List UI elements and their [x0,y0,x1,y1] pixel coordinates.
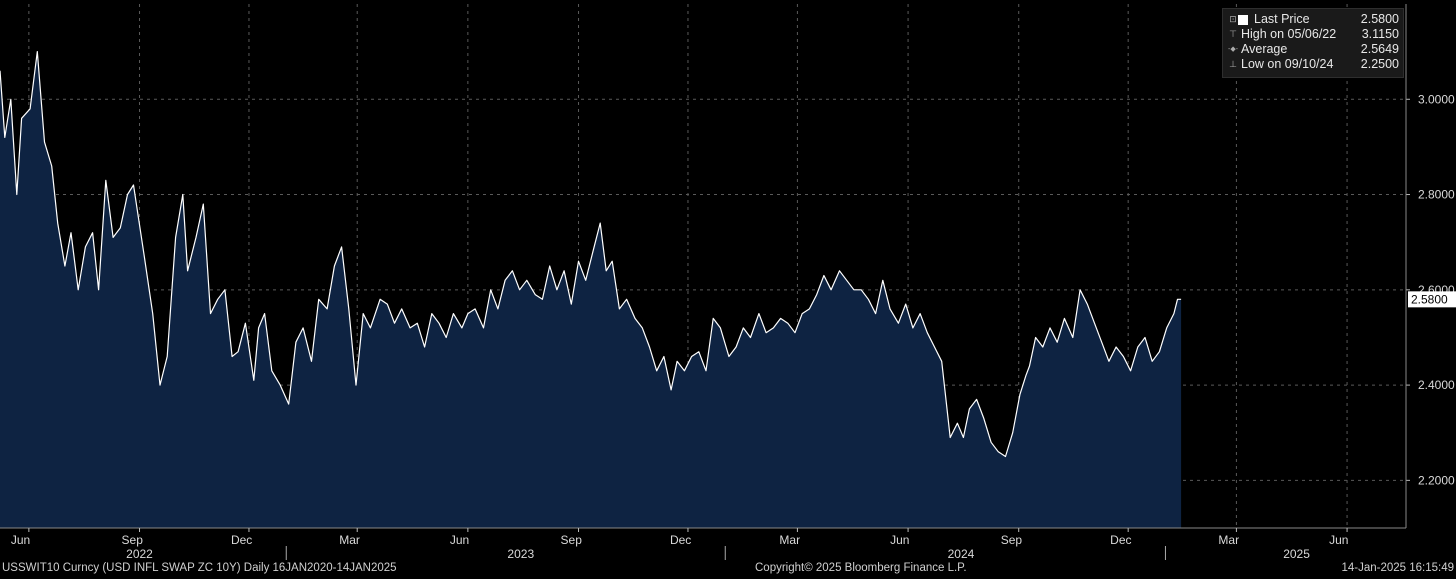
legend-value: 2.5649 [1360,42,1399,56]
y-tick-label: 2.2000 [1418,473,1455,487]
x-tick-label: Sep [122,533,144,547]
legend-label: Average [1241,42,1288,56]
low-marker-icon: ⊥ [1229,59,1237,69]
plot-area [0,51,1182,528]
y-tick-label: 2.4000 [1418,378,1455,392]
x-tick-label: Dec [1110,533,1131,547]
legend-value: 2.5800 [1360,12,1399,26]
x-tick-label: Jun [450,533,469,547]
x-tick-label: Jun [11,533,30,547]
high-marker-icon: ⊤ [1229,29,1237,39]
x-tick-label: Dec [231,533,252,547]
last-value-badge [1408,291,1456,308]
x-tick-label: Mar [339,533,360,547]
x-tick-label: Sep [561,533,583,547]
x-axis: Jun Sep Dec Mar Jun Sep Dec Mar Jun Sep Dec Mar Jun 2… [0,527,1406,561]
x-tick-label: Mar [1218,533,1239,547]
legend-box: ⊡ Last Price 2.5800 ⊤ High on 05/06/22 3… [1222,8,1404,78]
last-value-label: 2.5800 [1411,292,1448,306]
legend-label: Last Price [1254,12,1310,26]
x-year-label: 2025 [1283,547,1310,561]
legend-row-last-price: ⊡ Last Price 2.5800 [1223,12,1403,27]
x-tick-label: Jun [890,533,909,547]
x-tick-label: Mar [779,533,800,547]
y-tick-label: 3.0000 [1418,92,1455,106]
x-tick-label: Dec [670,533,691,547]
x-tick-label: Sep [1001,533,1023,547]
legend-toggle-icon[interactable]: ⊡ [1229,14,1237,24]
x-year-label: 2023 [507,547,534,561]
footer-copyright: Copyright© 2025 Bloomberg Finance L.P. [755,562,967,574]
legend-label: High on 05/06/22 [1241,27,1337,41]
x-tick-label: Jun [1329,533,1348,547]
y-tick-label: 2.8000 [1418,188,1455,202]
footer-timestamp: 14-Jan-2025 16:15:49 [1341,562,1454,574]
legend-value: 3.1150 [1361,27,1399,41]
series-area-fill [0,51,1182,528]
average-marker-icon: -◆- [1228,46,1239,53]
legend-row-high: ⊤ High on 05/06/22 3.1150 [1223,27,1403,42]
legend-value: 2.2500 [1360,57,1399,71]
footer-security-info: USSWIT10 Curncy (USD INFL SWAP ZC 10Y) D… [2,562,397,574]
x-year-label: 2022 [126,547,153,561]
legend-label: Low on 09/10/24 [1241,57,1334,71]
legend-swatch-icon [1238,15,1248,25]
series-line [0,51,1182,458]
x-year-label: 2024 [948,547,975,561]
legend-row-average: -◆- Average 2.5649 [1223,42,1403,57]
legend-row-low: ⊥ Low on 09/10/24 2.2500 [1223,57,1403,72]
